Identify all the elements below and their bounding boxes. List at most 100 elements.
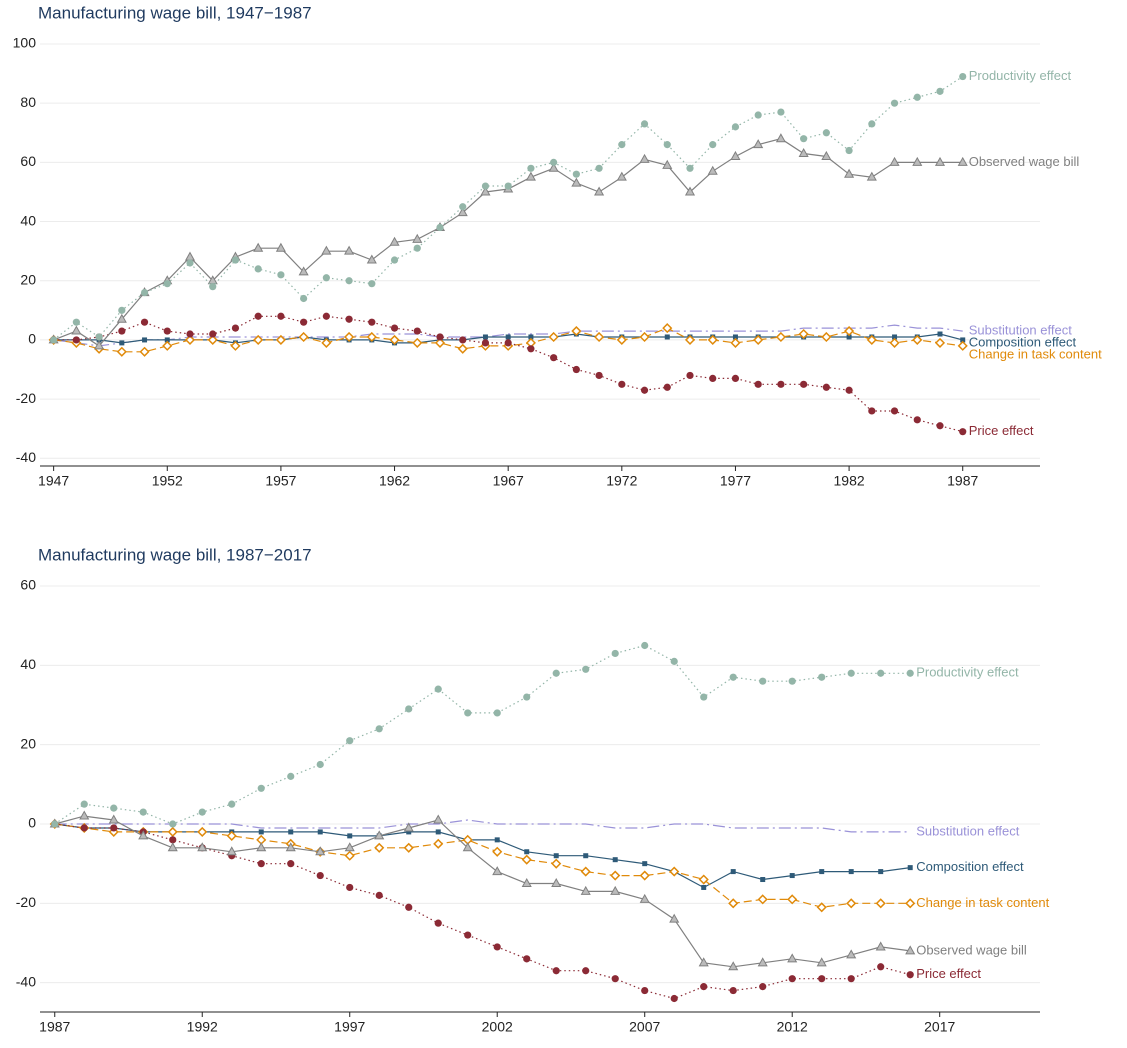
point [818,975,826,983]
legend-label: Observed wage bill [969,154,1080,169]
y-tick-label: 40 [20,212,36,228]
point [822,383,830,391]
point [582,665,590,673]
point [197,842,208,852]
point [230,340,241,351]
point [163,327,171,335]
point [959,428,967,436]
legend-label: Productivity effect [916,665,1019,680]
point [844,325,855,337]
point [322,274,330,282]
point [523,955,531,963]
point [551,877,562,887]
point [818,673,826,681]
point [878,869,884,875]
point [527,345,535,353]
x-tick-label: 1967 [493,473,524,489]
legend-label: Price effect [969,423,1034,438]
x-tick-label: 1992 [187,1019,218,1035]
point [79,810,90,820]
point [639,153,650,163]
point [730,869,736,875]
point [552,967,560,975]
point [118,306,126,314]
point [228,800,236,808]
point [257,860,265,868]
point [641,986,649,995]
point [552,669,560,677]
point [936,422,944,430]
point [504,339,512,347]
point [611,975,619,983]
series-line [53,138,963,347]
point [346,737,354,745]
series-line [53,76,964,341]
point [344,245,355,255]
point [889,156,900,166]
point [729,986,737,995]
point [322,312,330,320]
point [936,87,944,95]
point [344,842,355,852]
point [775,331,786,343]
series-line [54,815,911,968]
point [669,913,680,923]
point [481,182,490,190]
point [346,883,354,892]
x-tick-label: 1947 [38,473,69,489]
point [480,186,491,196]
point [140,318,149,326]
point [760,877,766,883]
point [110,824,118,832]
point [119,340,125,346]
legend-label: Substitution effect [916,823,1019,838]
point [788,975,796,983]
point [521,877,532,887]
point [664,334,670,340]
point [253,334,264,345]
point [775,133,786,143]
x-tick-label: 2002 [482,1019,513,1035]
point [912,334,923,345]
x-tick-label: 2012 [777,1019,808,1035]
point [226,830,237,841]
point [287,772,295,780]
series-line [54,819,911,833]
point [435,829,441,835]
point [892,334,898,340]
point [118,327,126,335]
point [663,383,671,391]
y-tick-label: 60 [20,577,36,593]
point [300,318,308,326]
point [436,223,444,232]
legend-label: Substitution effect [969,322,1072,337]
point [375,725,383,733]
point [462,842,473,852]
point [662,323,673,334]
point [368,280,376,288]
point [709,374,717,383]
point [959,72,967,81]
point [640,386,649,394]
point [934,156,946,166]
x-tick-label: 1957 [265,473,296,489]
chart-title: Manufacturing wage bill, 1947−1987 [38,3,312,22]
point [732,334,738,340]
point [164,337,170,343]
point [288,829,294,835]
point [821,331,832,343]
y-tick-label: 80 [20,94,36,110]
point [287,860,295,868]
point [434,685,442,693]
point [366,331,377,343]
point [116,313,127,323]
point [548,162,559,172]
point [845,146,853,155]
point [389,236,400,246]
point [844,168,855,178]
point [321,245,332,255]
point [316,871,324,880]
point [505,334,511,340]
point [167,842,178,852]
point [403,822,414,832]
